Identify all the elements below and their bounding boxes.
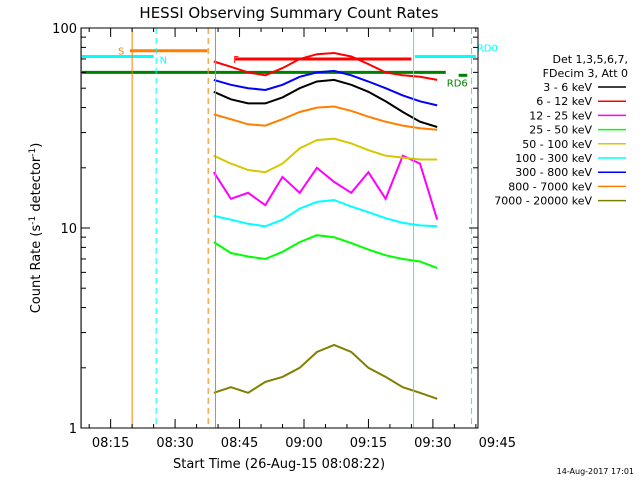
series-lines — [212, 51, 439, 400]
x-tick-label: 09:00 — [285, 436, 322, 451]
x-tick-label: 08:45 — [221, 436, 258, 451]
series-line-50-100-kev — [213, 137, 438, 174]
x-tick-label: 09:45 — [479, 436, 516, 451]
series-line-800-7000-kev — [213, 105, 438, 131]
x-tick-label: 09:15 — [350, 436, 387, 451]
legend-label-100-300-kev: 100 - 300 keV — [515, 152, 592, 165]
y-axis-ticks: 1 10 100 — [52, 22, 478, 437]
x-tick-label: 09:30 — [414, 436, 451, 451]
flag-label-rd6: RD6 — [447, 78, 468, 89]
flag-label-n: N — [160, 56, 167, 67]
series-line-6-12-kev — [213, 51, 438, 81]
legend-header-line2: FDecim 3, Att 0 — [543, 67, 628, 80]
x-tick-label: 08:30 — [156, 436, 193, 451]
y-tick-label: 100 — [52, 22, 77, 37]
legend: Det 1,3,5,6,7, FDecim 3, Att 0 3 - 6 keV… — [494, 53, 628, 208]
render-timestamp: 14-Aug-2017 17:01 — [557, 467, 634, 476]
legend-header-line1: Det 1,3,5,6,7, — [552, 53, 628, 66]
series-line-12-25-kev — [212, 154, 439, 220]
series-line-7000-20000-kev — [213, 343, 438, 400]
flag-label-s: S — [118, 47, 124, 58]
legend-label-800-7000-kev: 800 - 7000 keV — [508, 180, 592, 193]
series-line-100-300-kev — [213, 198, 438, 228]
series-line-25-50-kev — [213, 234, 438, 270]
series-line-300-800-kev — [213, 69, 438, 107]
legend-label-50-100-kev: 50 - 100 keV — [522, 138, 592, 151]
flag-label-rd0: RD0 — [477, 44, 498, 55]
y-tick-label: 10 — [60, 222, 77, 237]
chart-title: HESSI Observing Summary Count Rates — [139, 4, 438, 22]
legend-label-6-12-kev: 6 - 12 keV — [536, 95, 592, 108]
legend-label-12-25-kev: 12 - 25 keV — [529, 109, 592, 122]
legend-label-3-6-kev: 3 - 6 keV — [543, 81, 592, 94]
legend-label-300-800-kev: 300 - 800 keV — [515, 166, 592, 179]
x-axis-label: Start Time (26-Aug-15 08:08:22) — [173, 457, 385, 472]
y-axis-label: Count Rate (s-1 detector-1) — [28, 143, 44, 314]
flag-label-f: F — [233, 55, 239, 66]
legend-label-25-50-kev: 25 - 50 keV — [529, 124, 592, 137]
y-tick-label: 1 — [69, 422, 77, 437]
legend-label-7000-20000-kev: 7000 - 20000 keV — [494, 195, 592, 208]
x-axis-ticks: 08:15 08:30 08:45 09:00 09:15 09:30 09:45 — [88, 28, 516, 451]
x-tick-label: 08:15 — [92, 436, 129, 451]
series-line-3-6-kev — [213, 78, 438, 128]
vertical-markers — [80, 28, 473, 428]
plot-frame — [80, 27, 479, 429]
